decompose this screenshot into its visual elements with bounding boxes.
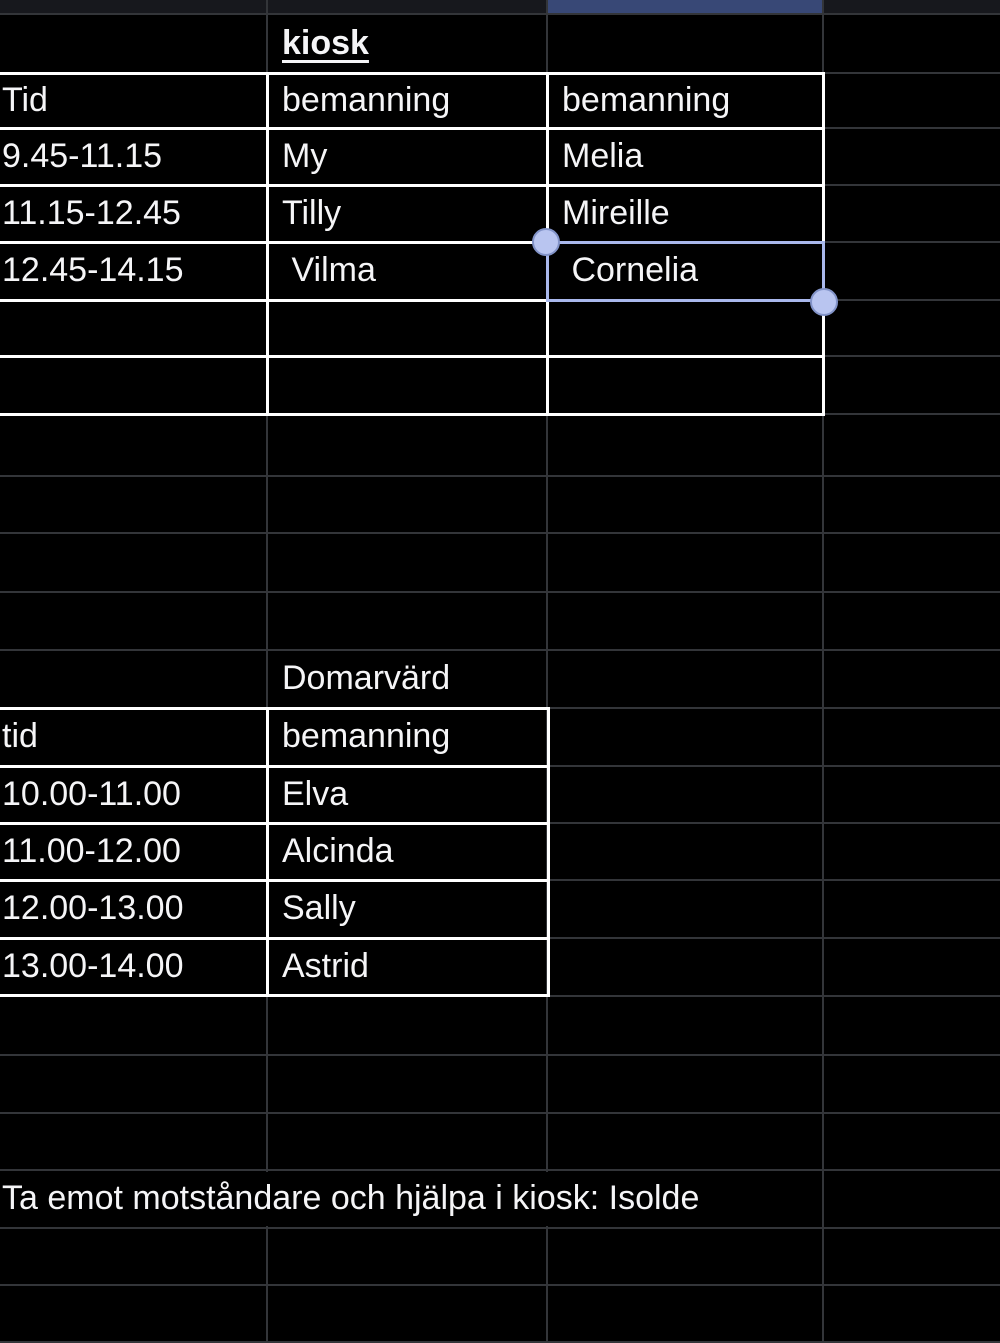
selected-cell[interactable]: Cornelia: [562, 251, 699, 289]
row-gridline: [0, 1054, 1000, 1056]
row-gridline: [0, 532, 1000, 534]
row-gridline: [0, 475, 1000, 477]
table-inner-vline: [266, 710, 269, 994]
table-inner-hline: [0, 879, 547, 882]
selection-box[interactable]: [546, 241, 825, 302]
table-inner-hline: [0, 241, 822, 244]
table-cell[interactable]: 12.45-14.15: [2, 251, 184, 289]
kiosk-header-bemanning-2[interactable]: bemanning: [562, 80, 731, 119]
table-inner-hline: [0, 937, 547, 940]
table-cell[interactable]: 11.00-12.00: [2, 831, 181, 870]
table-cell[interactable]: Elva: [282, 774, 349, 813]
row-gridline: [0, 1284, 1000, 1286]
selection-handle-top-left[interactable]: [532, 228, 560, 256]
kiosk-table-title[interactable]: kiosk: [282, 24, 369, 62]
table-cell[interactable]: Alcinda: [282, 831, 394, 870]
row-gridline: [0, 13, 1000, 15]
overflow-text-backdrop: [0, 1172, 820, 1226]
table-cell[interactable]: Vilma: [282, 251, 376, 289]
table-inner-hline: [0, 299, 822, 302]
table-cell[interactable]: 11.15-12.45: [2, 193, 181, 232]
table-inner-hline: [0, 355, 822, 358]
row-gridline: [0, 591, 1000, 593]
column-gridline: [822, 0, 824, 1343]
column-gridline: [266, 0, 268, 1343]
table-cell[interactable]: Sally: [282, 889, 356, 927]
kiosk-header-bemanning-1[interactable]: bemanning: [282, 80, 451, 119]
row-gridline: [0, 1341, 1000, 1343]
table-inner-hline: [0, 765, 547, 768]
column-gridline: [546, 0, 548, 1343]
table-cell[interactable]: 12.00-13.00: [2, 889, 184, 927]
selection-handle-bottom-right[interactable]: [810, 288, 838, 316]
note-text[interactable]: Ta emot motståndare och hjälpa i kiosk: …: [2, 1179, 700, 1217]
table-inner-hline: [0, 127, 822, 130]
table-cell[interactable]: Tilly: [282, 193, 342, 232]
table-cell[interactable]: 13.00-14.00: [2, 947, 184, 985]
table-cell[interactable]: 9.45-11.15: [2, 136, 163, 175]
table-cell[interactable]: Melia: [562, 136, 644, 175]
row-gridline: [0, 1112, 1000, 1114]
domarvard-table-border: [0, 707, 550, 997]
table-cell[interactable]: Astrid: [282, 947, 369, 985]
row-gridline: [0, 1227, 1000, 1229]
domarvard-table-title[interactable]: Domarvärd: [282, 659, 451, 697]
table-cell[interactable]: Mireille: [562, 193, 670, 232]
kiosk-header-tid[interactable]: Tid: [2, 80, 48, 119]
frozen-header-strip: [0, 0, 1000, 14]
domarvard-header-tid[interactable]: tid: [2, 717, 38, 755]
row-gridline: [0, 1169, 1000, 1171]
table-inner-hline: [0, 184, 822, 187]
table-inner-hline: [0, 822, 547, 825]
domarvard-header-bemanning[interactable]: bemanning: [282, 717, 451, 755]
selected-column-highlight[interactable]: [547, 0, 824, 14]
table-inner-vline: [266, 75, 269, 413]
row-gridline: [0, 649, 1000, 651]
table-cell[interactable]: My: [282, 136, 328, 175]
table-cell[interactable]: 10.00-11.00: [2, 774, 181, 813]
